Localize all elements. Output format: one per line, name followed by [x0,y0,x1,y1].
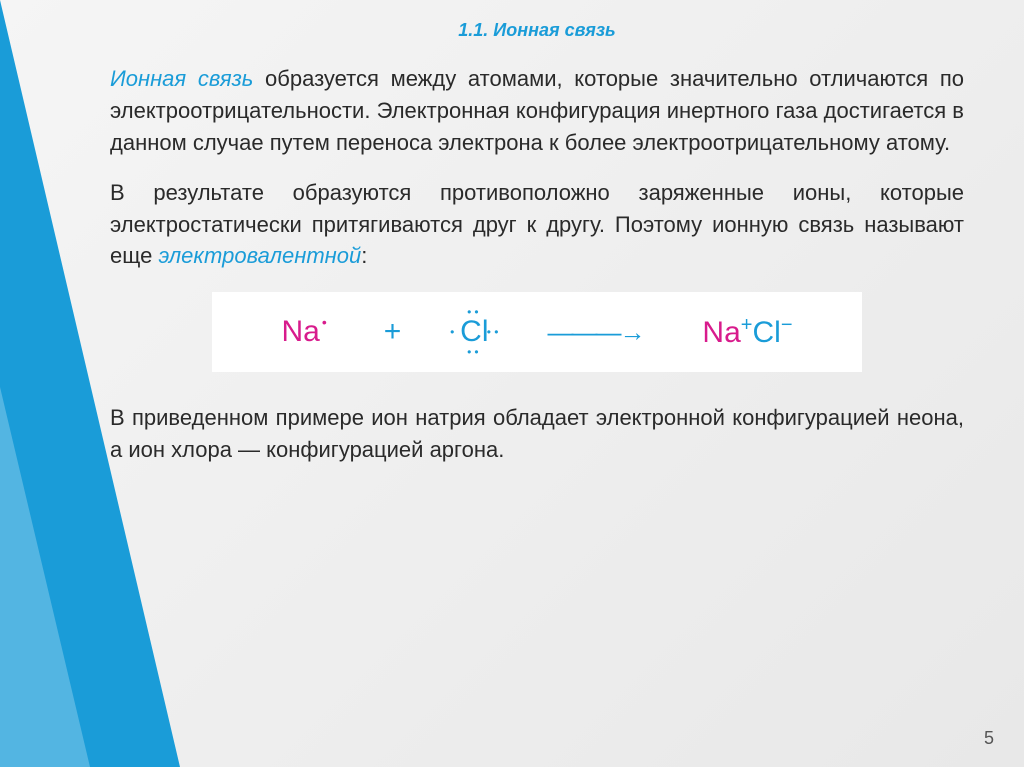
na-atom: Na• [281,315,324,349]
paragraph-1: Ионная связь образуется между атомами, к… [110,63,964,159]
cl-charge: − [781,314,793,336]
page-number: 5 [984,728,994,749]
na-electron-dot: • [322,314,327,330]
product: Na+Cl− [702,314,792,350]
cl-symbol: Cl [460,315,488,348]
paragraph-3: В приведенном примере ион натрия обладае… [110,402,964,466]
equation-box: Na• + • •• Cl •• • • ———→ Na+Cl− [212,292,862,372]
electrovalent-term: электровалентной [158,243,361,268]
plus-sign: + [384,315,402,349]
cl-ion: Cl [752,316,780,349]
lead-term: Ионная связь [110,66,253,91]
cl-dot-top: •• [467,305,481,319]
paragraph-2: В результате образуются противоположно з… [110,177,964,273]
section-title: 1.1. Ионная связь [110,20,964,41]
para2-b: : [361,243,367,268]
cl-dot-right: • • [487,329,499,335]
reaction-arrow: ———→ [547,317,643,348]
na-charge: + [741,314,753,336]
cl-atom: • •• Cl •• • • [460,315,488,349]
slide-content: 1.1. Ионная связь Ионная связь образуетс… [0,0,1024,504]
cl-dot-bottom: •• [467,345,481,359]
cl-dot-left: • [450,325,454,339]
na-ion: Na [702,316,740,349]
na-symbol: Na [281,315,319,348]
